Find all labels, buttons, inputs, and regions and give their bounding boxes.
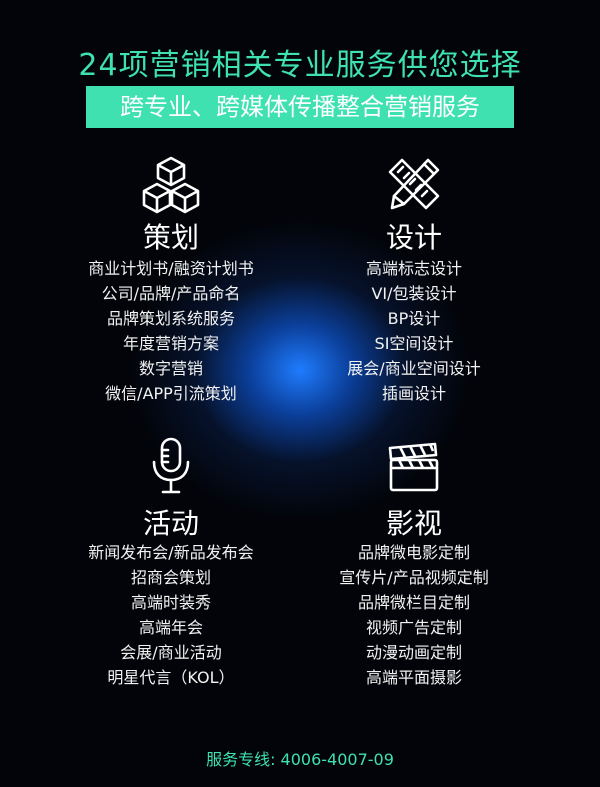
list-item: 展会/商业空间设计 [347,359,481,378]
planning-list: 商业计划书/融资计划书 公司/品牌/产品命名 品牌策划系统服务 年度营销方案 数… [36,256,306,406]
list-item: 商业计划书/融资计划书 [88,259,254,278]
subtitle-banner: 跨专业、跨媒体传播整合营销服务 [86,86,514,128]
design-list: 高端标志设计 VI/包装设计 BP设计 SI空间设计 展会/商业空间设计 插画设… [300,256,528,406]
microphone-icon [152,437,190,494]
events-list: 新闻发布会/新品发布会 招商会策划 高端时装秀 高端年会 会展/商业活动 明星代… [36,540,306,690]
list-item: 宣传片/产品视频定制 [339,568,489,587]
list-item: 视频广告定制 [365,618,462,637]
list-item: 会展/商业活动 [120,643,222,662]
list-item: 微信/APP引流策划 [105,384,237,403]
video-list: 品牌微电影定制 宣传片/产品视频定制 品牌微栏目定制 视频广告定制 动漫动画定制… [300,540,528,690]
section-title-video: 影视 [385,507,442,540]
section-title-design: 设计 [385,221,442,254]
list-item: 品牌微电影定制 [357,543,470,562]
section-title-planning: 策划 [142,221,199,254]
cubes-icon [142,156,200,214]
list-item: 数字营销 [138,359,203,378]
list-item: 动漫动画定制 [365,643,462,662]
list-item: 高端标志设计 [365,259,462,278]
list-item: 高端年会 [138,618,203,637]
page-title: 24项营销相关专业服务供您选择 [78,48,522,83]
list-item: BP设计 [387,309,441,328]
list-item: 明星代言（KOL） [107,668,235,687]
list-item: 招商会策划 [130,568,211,587]
section-title-events: 活动 [142,507,199,540]
clapperboard-icon [388,442,439,492]
list-item: VI/包装设计 [371,284,457,303]
list-item: 高端平面摄影 [365,668,462,687]
pencil-ruler-icon [388,158,440,210]
list-item: 公司/品牌/产品命名 [101,284,241,303]
list-item: SI空间设计 [374,334,454,353]
list-item: 高端时装秀 [130,593,211,612]
list-item: 品牌微栏目定制 [357,593,470,612]
list-item: 品牌策划系统服务 [106,309,235,328]
list-item: 新闻发布会/新品发布会 [88,543,254,562]
list-item: 插画设计 [381,384,446,403]
hotline-text: 服务专线: 4006-4007-09 [206,750,394,769]
list-item: 年度营销方案 [122,334,219,353]
